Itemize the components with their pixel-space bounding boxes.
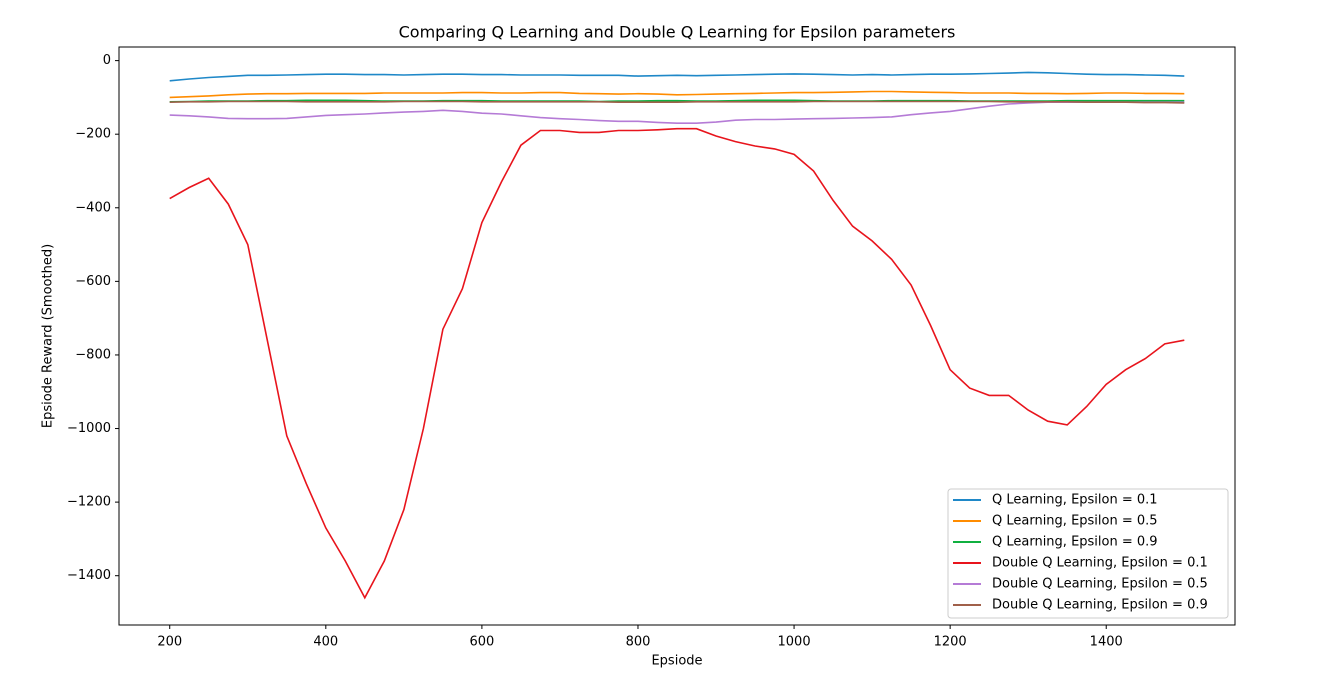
legend-label: Double Q Learning, Epsilon = 0.1 [992,556,1208,571]
y-tick-label: −1000 [67,421,111,436]
series-line [169,100,1185,104]
legend-label: Double Q Learning, Epsilon = 0.9 [992,598,1208,613]
legend: Q Learning, Epsilon = 0.1 Q Learning, Eps… [947,488,1229,619]
y-tick-label: −1200 [67,495,111,510]
legend-label: Q Learning, Epsilon = 0.9 [992,535,1158,550]
legend-label: Q Learning, Epsilon = 0.5 [992,514,1158,529]
x-axis-label: Epsiode [651,654,702,669]
series-line [169,90,1185,99]
legend-box [947,488,1229,619]
x-tick-label: 400 [313,635,338,650]
y-tick-label: −400 [75,200,111,215]
y-tick-label: −200 [75,127,111,142]
series-line [169,127,1185,600]
x-tick-label: 600 [469,635,494,650]
legend-label: Q Learning, Epsilon = 0.1 [992,493,1158,508]
x-tick-label: 1400 [1090,635,1123,650]
series-line [169,101,1185,124]
x-tick-label: 1200 [934,635,967,650]
chart-title: Comparing Q Learning and Double Q Learni… [399,23,956,42]
y-tick-label: −1400 [67,568,111,583]
x-tick-label: 800 [626,635,651,650]
series-line [169,71,1185,82]
y-axis-label: Epsiode Reward (Smoothed) [41,244,56,428]
y-tick-label: −800 [75,347,111,362]
y-tick-label: −600 [75,274,111,289]
plot-frame [118,46,1236,626]
x-tick-label: 200 [157,635,182,650]
x-tick-label: 1000 [778,635,811,650]
legend-label: Double Q Learning, Epsilon = 0.5 [992,577,1208,592]
y-tick-label: 0 [103,53,111,68]
